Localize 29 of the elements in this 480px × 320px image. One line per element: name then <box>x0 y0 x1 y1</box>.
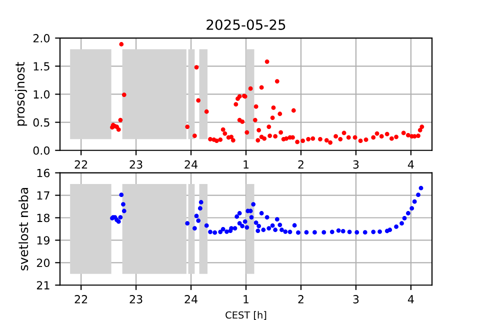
x-tick-label: 4 <box>408 160 414 169</box>
x-tick-label: 3 <box>353 160 359 169</box>
chart-title: 2025-05-25 <box>206 19 286 30</box>
y-tick-label: 18 <box>37 214 50 222</box>
y-tick-label: 16 <box>37 168 50 178</box>
y-tick-label: 0.0 <box>33 146 50 155</box>
y-tick-label: 1.5 <box>34 62 50 71</box>
y-tick-label: 19 <box>37 236 50 245</box>
x-tick-label: 23 <box>130 160 142 169</box>
x-axis-title: CEST [h] <box>226 311 266 320</box>
y-tick-label: 1.0 <box>34 90 50 99</box>
y-axis-title: prosojnost <box>14 62 28 126</box>
x-tick-label: 3 <box>353 295 359 304</box>
x-tick-label: 24 <box>184 295 198 304</box>
x-tick-label: 23 <box>130 295 142 304</box>
y-tick-label: 0.5 <box>33 118 50 127</box>
y-tick-label: 21 <box>36 281 50 290</box>
x-tick-label: 22 <box>74 295 88 304</box>
x-tick-label: 2 <box>298 160 304 169</box>
x-tick-label: 1 <box>244 295 249 304</box>
x-tick-label: 2 <box>298 295 304 304</box>
x-tick-label: 24 <box>184 160 198 169</box>
x-tick-label: 22 <box>74 160 88 169</box>
y-tick-label: 2.0 <box>33 34 50 42</box>
x-tick-label: 1 <box>244 160 249 169</box>
y-axis-title: svetlost neba <box>18 188 28 270</box>
y-tick-label: 20 <box>36 258 50 268</box>
x-tick-label: 4 <box>408 295 414 304</box>
y-tick-label: 17 <box>37 191 50 200</box>
